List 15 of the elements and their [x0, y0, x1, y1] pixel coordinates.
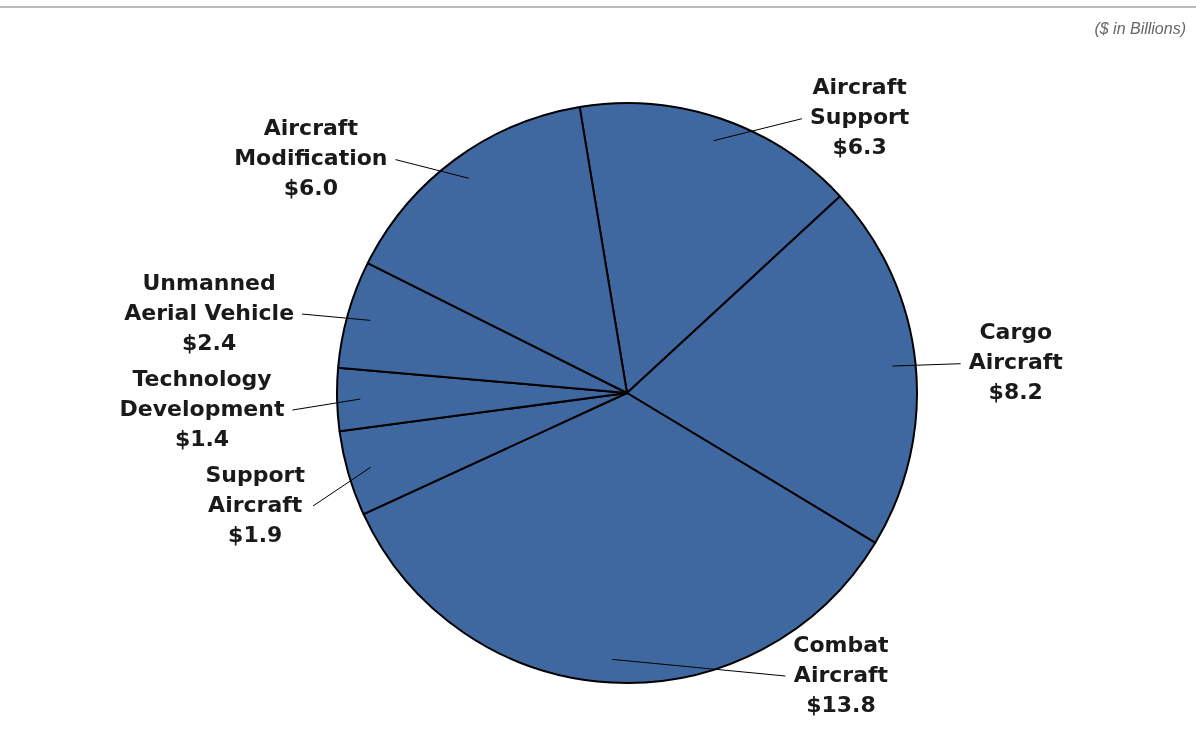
slice-label: Aircraft Modification [234, 115, 388, 171]
text: ($ in Billions) [1094, 20, 1186, 38]
data-label: $6.3 [832, 134, 887, 160]
data-label: $13.8 [806, 691, 876, 717]
data-label: $6.0 [283, 175, 338, 201]
slice-label: Support Aircraft [205, 461, 306, 517]
data-label: $8.2 [988, 379, 1043, 405]
slice-label: Combat Aircraft [793, 631, 890, 687]
slice-label: Technology Development [119, 365, 285, 421]
slice-label: Aircraft Support [809, 74, 910, 130]
slice-label: Cargo Aircraft [968, 319, 1064, 375]
slice-label: Unmanned Aerial Vehicle [124, 269, 295, 325]
data-label: $2.4 [182, 329, 237, 355]
data-label: $1.9 [228, 521, 283, 547]
data-label: $1.4 [174, 425, 230, 451]
